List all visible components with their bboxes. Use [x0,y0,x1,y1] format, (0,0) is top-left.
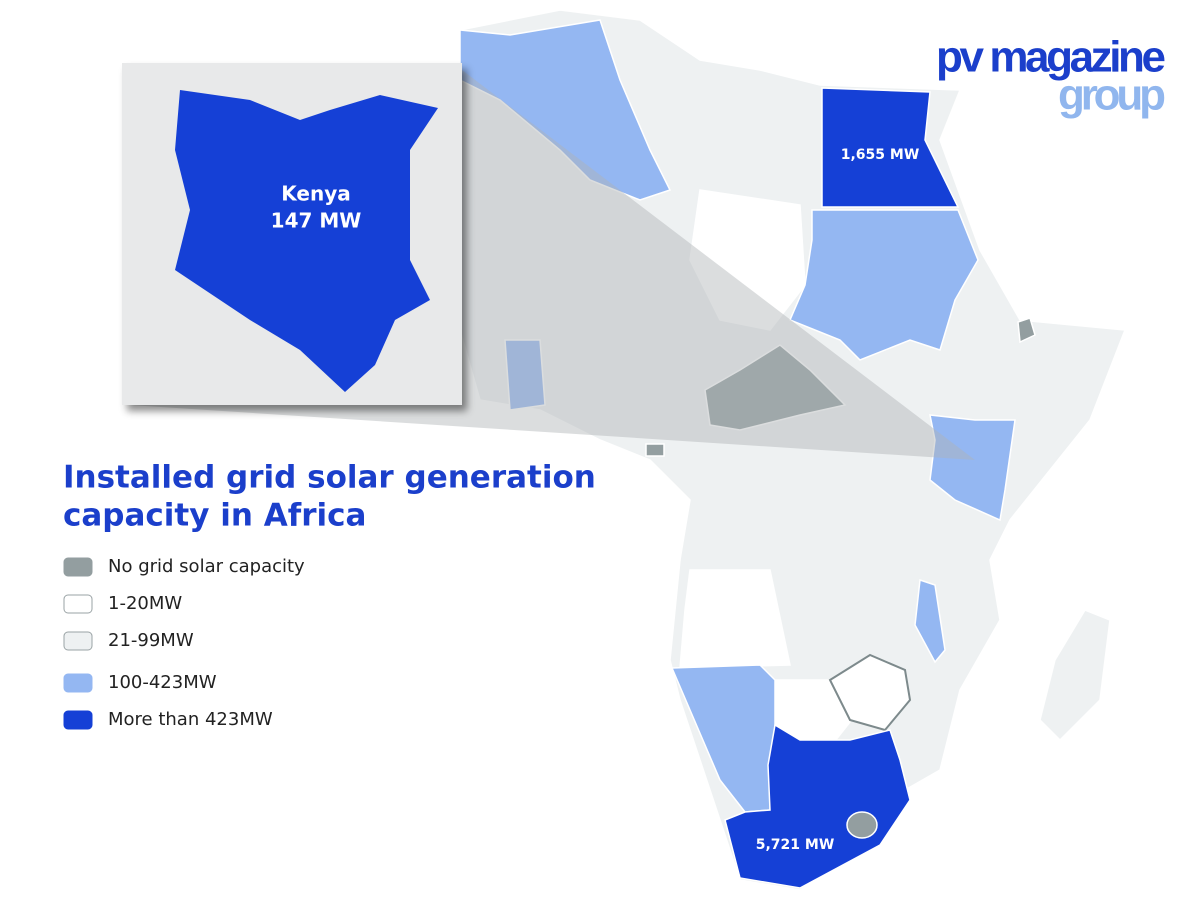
legend-swatch [63,631,93,651]
lesotho [846,811,878,839]
country [679,569,791,669]
equatorial-guinea [645,443,665,457]
legend-label: 100-423MW [108,672,217,693]
inset-kenya [175,90,438,392]
zimbabwe [828,653,912,732]
legend-swatch [63,594,93,614]
legend-label: 21-99MW [108,630,194,651]
legend-swatch [63,673,93,693]
legend-label: More than 423MW [108,709,273,730]
legend-label: No grid solar capacity [108,556,305,577]
algeria [459,19,672,201]
legend-swatch [63,557,93,577]
egypt [821,87,960,208]
map-label: 1,655 MW [841,147,920,163]
south-africa [724,723,911,889]
logo-line: pv magazine [936,33,1166,82]
eritrea [1017,317,1036,344]
madagascar [1039,609,1111,742]
inset-capacity: 147 MW [271,209,362,233]
map-label: 5,721 MW [756,837,835,853]
sudan [789,209,979,361]
kenya [929,414,1016,522]
title: Installed grid solar generationcapacity … [63,460,596,534]
ghana [504,339,546,411]
title-line: capacity in Africa [63,498,366,534]
legend: No grid solar capacity 1-20MW 21-99MW 100-4… [63,556,305,730]
legend-label: 1-20MW [108,593,182,614]
country [599,439,691,563]
legend-swatch [63,710,93,730]
central-african-republic [704,344,847,431]
country [689,189,806,331]
logo-line: group [1058,71,1166,120]
title-line: Installed grid solar generation [63,460,596,496]
malawi [914,578,946,664]
inset-name: Kenya [281,182,350,206]
